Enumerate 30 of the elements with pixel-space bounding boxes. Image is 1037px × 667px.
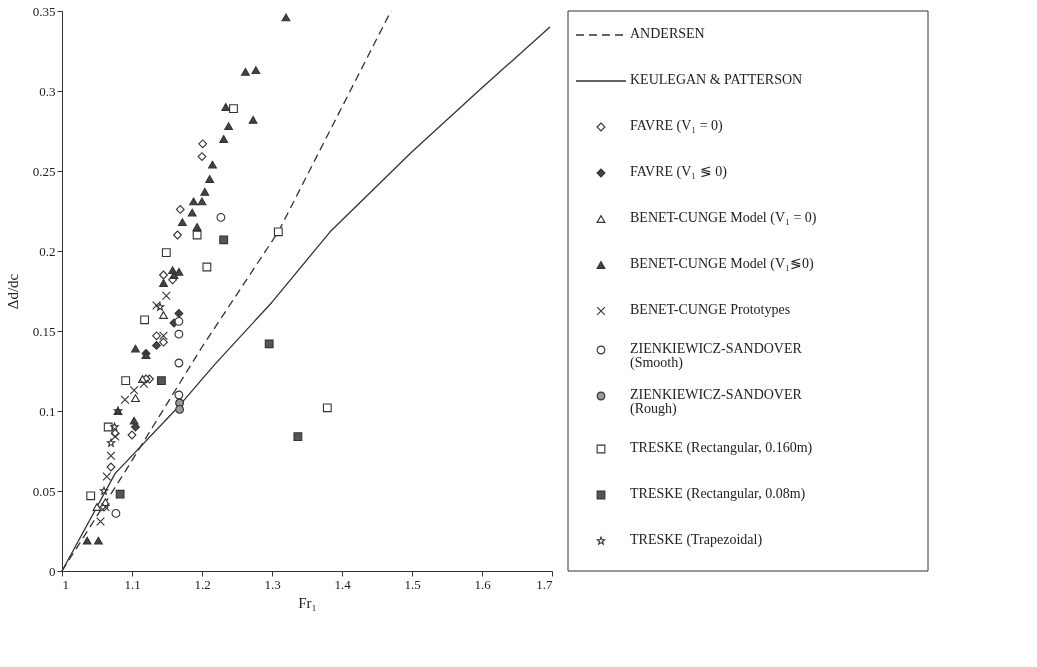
y-tick-label: 0.1	[39, 403, 56, 419]
x-tick-label: 1.3	[264, 576, 281, 592]
legend-label: BENET-CUNGE Model (V₁ = 0)	[630, 210, 817, 226]
x-axis-title: Fr₁	[298, 594, 317, 611]
x-tick-label: 1.5	[404, 576, 421, 592]
y-tick-label: 0	[49, 563, 56, 579]
legend-label: TRESKE (Rectangular, 0.160m)	[630, 440, 813, 456]
x-tick-label: 1.1	[124, 576, 141, 592]
legend-label: TRESKE (Rectangular, 0.08m)	[630, 486, 806, 502]
x-tick-label: 1.7	[536, 576, 553, 592]
legend-label: BENET-CUNGE Model (V₁≶0)	[630, 256, 814, 272]
y-tick-label: 0.25	[32, 163, 56, 179]
y-tick-label: 0.35	[32, 3, 56, 19]
x-tick-label: 1.4	[334, 576, 352, 592]
y-tick-label: 0.3	[39, 83, 56, 99]
legend-label: FAVRE (V₁ = 0)	[630, 118, 724, 134]
legend-label: BENET-CUNGE Prototypes	[630, 302, 791, 317]
y-tick-label: 0.15	[32, 323, 56, 339]
legend-label: KEULEGAN & PATTERSON	[630, 72, 803, 87]
y-tick-label: 0.2	[39, 243, 56, 259]
legend-label: ZIENKIEWICZ-SANDOVER (Rough)	[630, 387, 803, 417]
x-tick-label: 1	[62, 576, 69, 592]
x-tick-label: 1.6	[474, 576, 492, 592]
legend-label: ANDERSEN	[630, 26, 705, 41]
y-axis-title: Δd/dc	[4, 273, 21, 310]
x-tick-label: 1.2	[194, 576, 211, 592]
legend-label: ZIENKIEWICZ-SANDOVER (Smooth)	[630, 341, 803, 371]
legend-label: TRESKE (Trapezoidal)	[630, 532, 763, 548]
y-tick-label: 0.05	[32, 483, 56, 499]
legend-label: FAVRE (V₁ ≶ 0)	[630, 164, 728, 180]
